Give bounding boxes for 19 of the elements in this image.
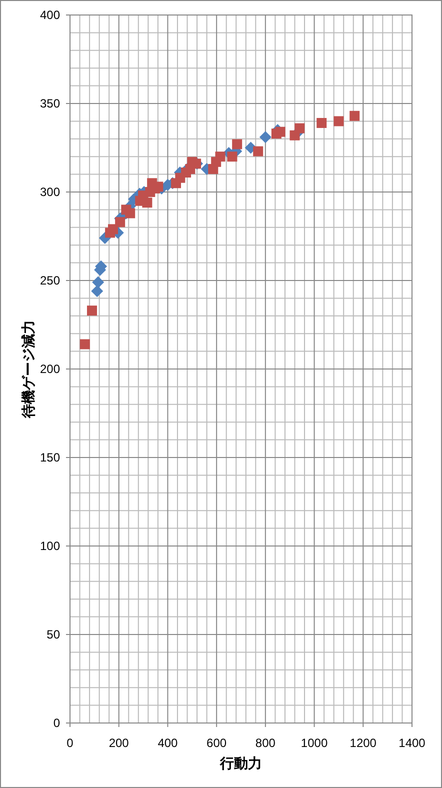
- x-tick-label: 800: [255, 736, 276, 750]
- x-axis-title: 行動力: [219, 755, 262, 771]
- y-tick-label: 300: [40, 185, 60, 199]
- x-tick-label: 600: [206, 736, 227, 750]
- x-tick-label: 200: [108, 736, 130, 750]
- y-tick-label: 350: [40, 96, 60, 110]
- y-tick-label: 50: [46, 628, 60, 642]
- x-tick-label: 1000: [300, 736, 328, 750]
- y-tick-label: 0: [53, 716, 60, 730]
- x-tick-label: 1200: [350, 736, 377, 750]
- y-tick-label: 400: [40, 8, 60, 22]
- y-tick-label: 100: [40, 539, 60, 553]
- x-tick-label: 1400: [398, 736, 426, 750]
- y-axis-title: 待機ゲージ減力: [20, 320, 36, 419]
- x-tick-label: 400: [158, 736, 178, 750]
- y-tick-label: 150: [40, 450, 60, 464]
- y-tick-label: 200: [40, 362, 60, 376]
- y-tick-label: 250: [40, 274, 60, 288]
- x-tick-label: 0: [66, 736, 74, 750]
